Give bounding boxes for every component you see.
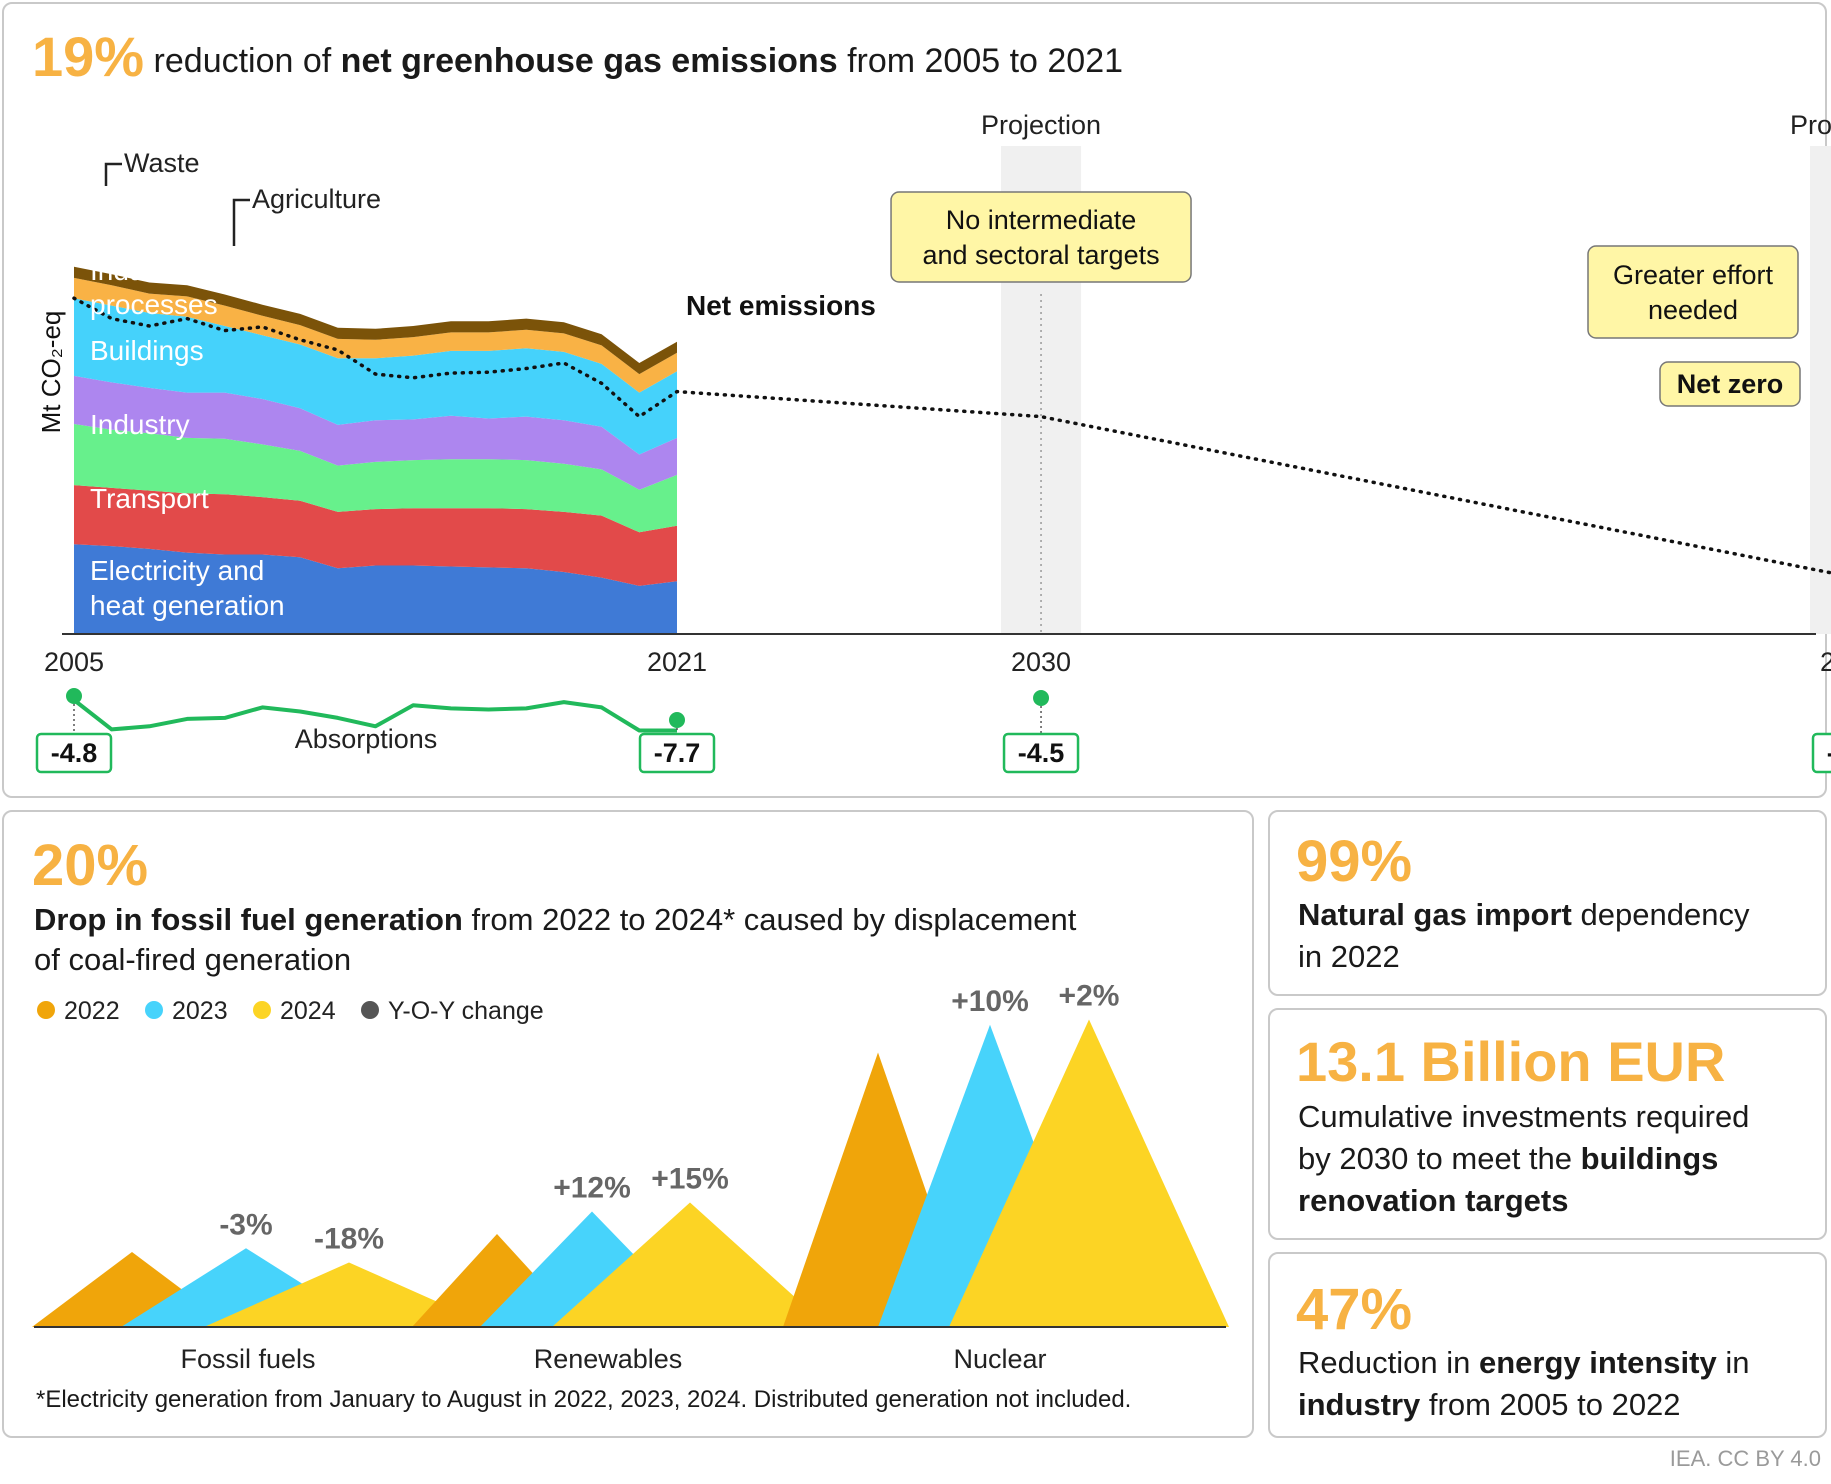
projection-label-2030: Projection	[981, 110, 1101, 140]
emissions-headline: 19% reduction of net greenhouse gas emis…	[32, 25, 1124, 88]
legend-label-0: 2022	[64, 997, 120, 1025]
year-label-2030: 2030	[1011, 647, 1071, 677]
y-axis-label: Mt CO₂-eq	[36, 311, 66, 434]
sector-label-industrial2: processes	[90, 289, 218, 320]
sector-label-industry: Industry	[90, 409, 190, 440]
sector-label-industrial1: Industrial	[90, 255, 204, 286]
area-industry	[74, 424, 677, 533]
stat-intensity-pct: 47%	[1296, 1277, 1413, 1342]
stat-investment-value: 13.1 Billion EUR	[1296, 1030, 1726, 1093]
triangle-renewables-2024	[552, 1202, 828, 1327]
absorption-value-2050: -7.0	[1827, 738, 1831, 768]
projection-label-2050: Projection	[1790, 110, 1831, 140]
yoy-label: +15%	[651, 1163, 729, 1196]
area-electricity	[74, 544, 677, 634]
emissions-chart: Projection Projection Absorptions -4.8 -7.7…	[35, 110, 1831, 774]
sector-label-electricity2: heat generation	[90, 590, 285, 621]
sector-label-agriculture: Agriculture	[252, 184, 381, 214]
legend-label-1: 2023	[172, 997, 228, 1025]
emissions-card: 19% reduction of net greenhouse gas emis…	[2, 2, 1831, 798]
generation-chart: 2022 2023 2024 Y-O-Y change -3% -18% +12% +15%…	[32, 980, 1229, 1374]
absorption-box-2021	[638, 732, 716, 774]
fossil-footnote: *Electricity generation from January to …	[36, 1386, 1132, 1413]
year-label-2005: 2005	[44, 647, 104, 677]
triangle-nuclear-2024	[949, 1019, 1229, 1327]
absorption-value-2005: -4.8	[51, 738, 98, 768]
legend-swatch-3	[361, 1001, 379, 1019]
absorption-box-2005	[35, 732, 113, 774]
projection-band-2050	[1810, 146, 1831, 634]
area-agriculture	[74, 277, 677, 393]
absorption-dot-2030	[1033, 690, 1050, 706]
stat-gas-card: 99% Natural gas import dependency in 202…	[1268, 810, 1827, 996]
triangle-fossil-fuels-2024	[204, 1262, 494, 1327]
callout-2030-line1: No intermediate	[946, 205, 1137, 235]
sector-label-electricity1: Electricity and	[90, 555, 264, 586]
legend-swatch-0	[37, 1001, 55, 1019]
absorption-value-2021: -7.7	[654, 738, 701, 768]
stat-gas-text: Natural gas import dependency in 2022	[1298, 897, 1750, 974]
stat-intensity-card: 47% Reduction in energy intensity in ind…	[1268, 1252, 1827, 1438]
yoy-label: +12%	[553, 1172, 631, 1205]
headline-pct: 19%	[32, 25, 145, 88]
yoy-label: -3%	[219, 1208, 272, 1241]
legend-label-2: 2024	[280, 997, 336, 1025]
sector-label-buildings: Buildings	[90, 335, 204, 366]
callout-2050-line2: needed	[1648, 295, 1738, 325]
net-zero-box	[1659, 361, 1801, 407]
callout-2030-box	[890, 191, 1192, 283]
chart-legend: 2022 2023 2024 Y-O-Y change	[37, 997, 544, 1025]
stat-investment-text: Cumulative investments required by 2030 …	[1298, 1099, 1750, 1218]
sector-label-transport: Transport	[90, 483, 209, 514]
legend-label-3: Y-O-Y change	[388, 997, 544, 1025]
sector-label-waste: Waste	[124, 148, 200, 178]
area-industrial-processes	[74, 298, 677, 455]
yoy-label: -18%	[314, 1223, 384, 1256]
absorptions-line	[72, 698, 677, 733]
category-label: Nuclear	[953, 1344, 1046, 1374]
fossil-title: Drop in fossil fuel generation from 2022…	[34, 902, 1077, 977]
fossil-card: 20% Drop in fossil fuel generation from …	[2, 810, 1254, 1438]
absorption-value-2030: -4.5	[1018, 738, 1065, 768]
absorption-box-2050	[1811, 732, 1831, 774]
yoy-label: +2%	[1059, 980, 1120, 1013]
waste-leader	[104, 162, 122, 186]
category-label: Renewables	[534, 1344, 683, 1374]
absorption-box-2030	[1002, 732, 1080, 774]
net-emissions-label: Net emissions	[686, 290, 876, 321]
stat-gas-pct: 99%	[1296, 829, 1413, 894]
absorption-dot-2005	[66, 688, 82, 704]
stat-intensity-text: Reduction in energy intensity in industr…	[1298, 1345, 1750, 1422]
absorptions-label: Absorptions	[295, 724, 438, 754]
callout-2050-line1: Greater effort	[1613, 260, 1774, 290]
year-label-2021: 2021	[647, 647, 707, 677]
area-buildings	[74, 375, 677, 490]
legend-swatch-1	[145, 1001, 163, 1019]
net-zero-label: Net zero	[1677, 369, 1784, 399]
agriculture-leader	[232, 198, 250, 246]
year-label-2050: 2050	[1820, 647, 1831, 677]
credit: IEA. CC BY 4.0	[1669, 1446, 1821, 1471]
stat-investment-card: 13.1 Billion EUR Cumulative investments …	[1268, 1008, 1827, 1240]
callout-2050-box	[1587, 245, 1799, 339]
absorption-dot-2021	[669, 712, 685, 728]
area-transport	[74, 485, 677, 586]
yoy-label: +10%	[951, 985, 1029, 1018]
category-label: Fossil fuels	[180, 1344, 315, 1374]
callout-2030-line2: and sectoral targets	[922, 240, 1159, 270]
legend-swatch-2	[253, 1001, 271, 1019]
fossil-pct: 20%	[32, 833, 149, 898]
